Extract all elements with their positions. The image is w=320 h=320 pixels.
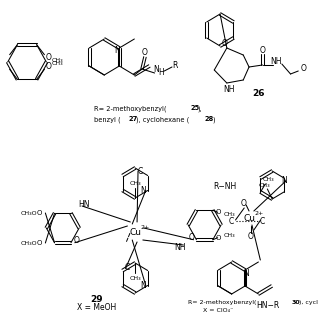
Text: ): ) [212, 116, 215, 123]
Text: Cu: Cu [243, 213, 255, 222]
Text: 26: 26 [252, 89, 265, 98]
Text: C: C [229, 217, 234, 226]
Text: 25: 25 [190, 105, 199, 111]
Text: benzyl (: benzyl ( [94, 116, 120, 123]
Text: NH: NH [270, 57, 282, 66]
Text: C: C [137, 166, 143, 175]
Text: H: H [158, 68, 164, 76]
Text: 27: 27 [128, 116, 138, 122]
Text: CH₃O: CH₃O [21, 241, 37, 245]
Text: N: N [140, 281, 146, 290]
Text: CH₃: CH₃ [52, 58, 64, 63]
Text: X = ClO₄⁻: X = ClO₄⁻ [203, 308, 233, 313]
Text: R= 2-methoxybenzyl(: R= 2-methoxybenzyl( [94, 105, 166, 111]
Text: O: O [37, 210, 42, 216]
Text: O: O [142, 47, 148, 57]
Text: N: N [154, 65, 159, 74]
Text: NH: NH [223, 84, 235, 93]
Text: HN−R: HN−R [256, 301, 280, 310]
Text: R= 2-methoxybenzyl(: R= 2-methoxybenzyl( [188, 300, 257, 305]
Text: CH₃: CH₃ [129, 276, 141, 281]
Text: O: O [37, 240, 42, 246]
Text: 29: 29 [90, 295, 103, 305]
Text: 2+: 2+ [254, 211, 263, 215]
Text: C: C [260, 217, 265, 226]
Text: ), cycl: ), cycl [299, 300, 318, 305]
Text: R−NH: R−NH [213, 181, 236, 190]
Text: CH₃: CH₃ [52, 61, 64, 66]
Text: O: O [216, 209, 221, 215]
Text: O: O [222, 38, 228, 47]
Text: O: O [74, 236, 80, 245]
Text: ), cyclohexane (: ), cyclohexane ( [136, 116, 189, 123]
Text: O: O [240, 198, 246, 207]
Text: X = MeOH: X = MeOH [77, 303, 116, 313]
Text: O: O [260, 45, 266, 54]
Text: 2+: 2+ [140, 225, 149, 229]
Text: N: N [281, 175, 287, 185]
Text: R: R [172, 60, 178, 69]
Text: C: C [125, 263, 130, 272]
Text: N: N [140, 186, 146, 195]
Text: N: N [115, 45, 120, 54]
Text: CH₃: CH₃ [262, 177, 274, 181]
Text: Cu: Cu [129, 228, 141, 236]
Text: CH₃: CH₃ [129, 180, 141, 186]
Text: CH₃: CH₃ [223, 212, 235, 217]
Text: CH₃O: CH₃O [21, 211, 37, 215]
Text: CH₃: CH₃ [223, 233, 235, 238]
Text: CH₃: CH₃ [259, 182, 270, 188]
Text: ),: ), [198, 105, 203, 111]
Text: O: O [45, 53, 51, 62]
Text: O: O [45, 62, 51, 71]
Text: N: N [243, 269, 249, 278]
Text: 30: 30 [292, 300, 300, 305]
Text: O: O [189, 233, 195, 242]
Text: O: O [216, 235, 221, 241]
Text: HN: HN [78, 199, 90, 209]
Text: 28: 28 [204, 116, 214, 122]
Text: NH: NH [175, 243, 186, 252]
Text: O: O [301, 63, 307, 73]
Text: O: O [248, 231, 254, 241]
